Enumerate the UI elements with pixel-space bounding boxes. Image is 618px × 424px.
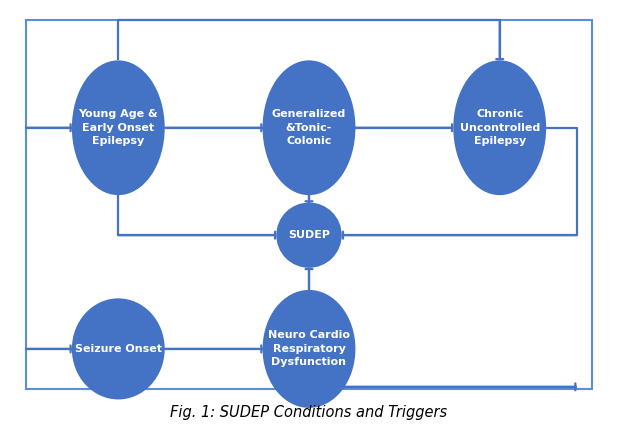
- Ellipse shape: [72, 298, 165, 399]
- Ellipse shape: [263, 290, 355, 408]
- Ellipse shape: [72, 60, 165, 195]
- Ellipse shape: [276, 203, 342, 268]
- Text: SUDEP: SUDEP: [288, 230, 330, 240]
- Text: Generalized
&Tonic-
Colonic: Generalized &Tonic- Colonic: [272, 109, 346, 146]
- Text: Seizure Onset: Seizure Onset: [75, 344, 162, 354]
- Ellipse shape: [263, 60, 355, 195]
- Text: Chronic
Uncontrolled
Epilepsy: Chronic Uncontrolled Epilepsy: [460, 109, 540, 146]
- Text: Young Age &
Early Onset
Epilepsy: Young Age & Early Onset Epilepsy: [78, 109, 158, 146]
- Ellipse shape: [453, 60, 546, 195]
- Text: Neuro Cardio
Respiratory
Dysfunction: Neuro Cardio Respiratory Dysfunction: [268, 330, 350, 368]
- Text: Fig. 1: SUDEP Conditions and Triggers: Fig. 1: SUDEP Conditions and Triggers: [171, 404, 447, 420]
- Bar: [26, 20, 592, 389]
